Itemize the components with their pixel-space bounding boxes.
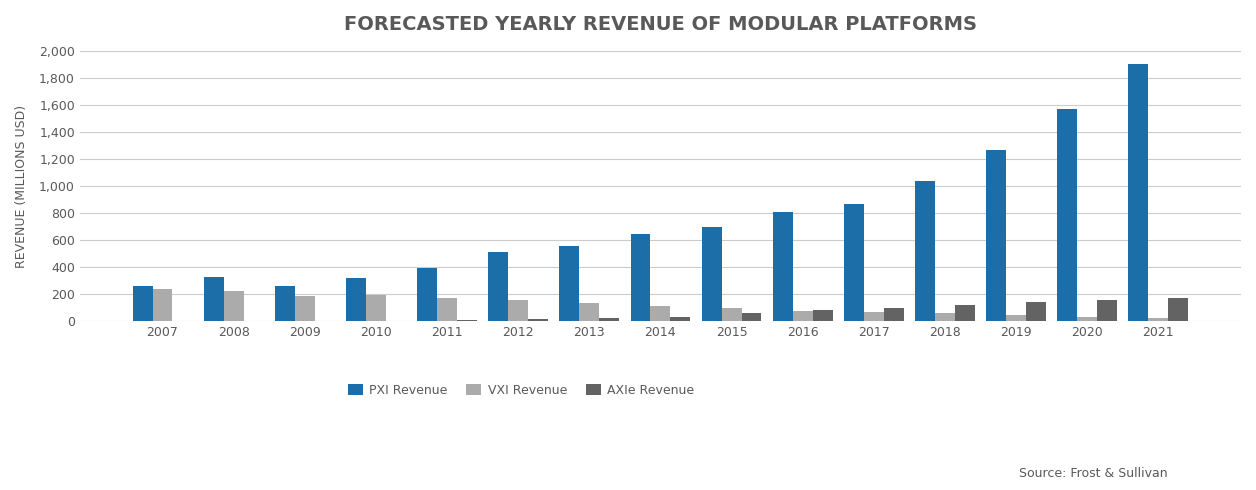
Bar <box>489 252 509 321</box>
Bar <box>579 303 599 321</box>
Text: Source: Frost & Sullivan: Source: Frost & Sullivan <box>1020 467 1168 480</box>
Bar <box>437 297 457 321</box>
Bar <box>916 181 934 321</box>
Title: FORECASTED YEARLY REVENUE OF MODULAR PLATFORMS: FORECASTED YEARLY REVENUE OF MODULAR PLA… <box>344 15 977 34</box>
Bar <box>1148 318 1168 321</box>
Bar <box>884 308 904 321</box>
Bar <box>934 313 955 321</box>
Bar <box>203 277 224 321</box>
Bar <box>722 309 741 321</box>
Bar <box>631 234 651 321</box>
Bar <box>345 278 365 321</box>
Bar <box>365 295 386 321</box>
Bar <box>599 318 619 321</box>
Bar <box>702 227 722 321</box>
Bar <box>275 286 295 321</box>
Bar <box>1026 302 1046 321</box>
Bar <box>671 317 691 321</box>
Bar <box>864 312 884 321</box>
Bar <box>559 246 579 321</box>
Bar <box>1098 300 1117 321</box>
Bar <box>528 319 548 321</box>
Bar <box>457 320 477 321</box>
Bar <box>133 286 152 321</box>
Bar <box>651 306 671 321</box>
Y-axis label: REVENUE (MILLIONS USD): REVENUE (MILLIONS USD) <box>15 104 28 268</box>
Bar <box>793 311 813 321</box>
Bar <box>1078 317 1098 321</box>
Bar <box>741 313 761 321</box>
Bar <box>295 295 315 321</box>
Bar <box>224 291 244 321</box>
Bar <box>417 268 437 321</box>
Bar <box>1168 297 1188 321</box>
Bar <box>955 305 975 321</box>
Bar <box>1006 315 1026 321</box>
Bar <box>152 289 172 321</box>
Bar <box>772 212 793 321</box>
Bar <box>986 149 1006 321</box>
Bar <box>813 311 833 321</box>
Bar <box>844 204 864 321</box>
Bar <box>1058 109 1078 321</box>
Legend: PXI Revenue, VXI Revenue, AXIe Revenue: PXI Revenue, VXI Revenue, AXIe Revenue <box>343 379 700 402</box>
Bar <box>1128 64 1148 321</box>
Bar <box>509 300 528 321</box>
